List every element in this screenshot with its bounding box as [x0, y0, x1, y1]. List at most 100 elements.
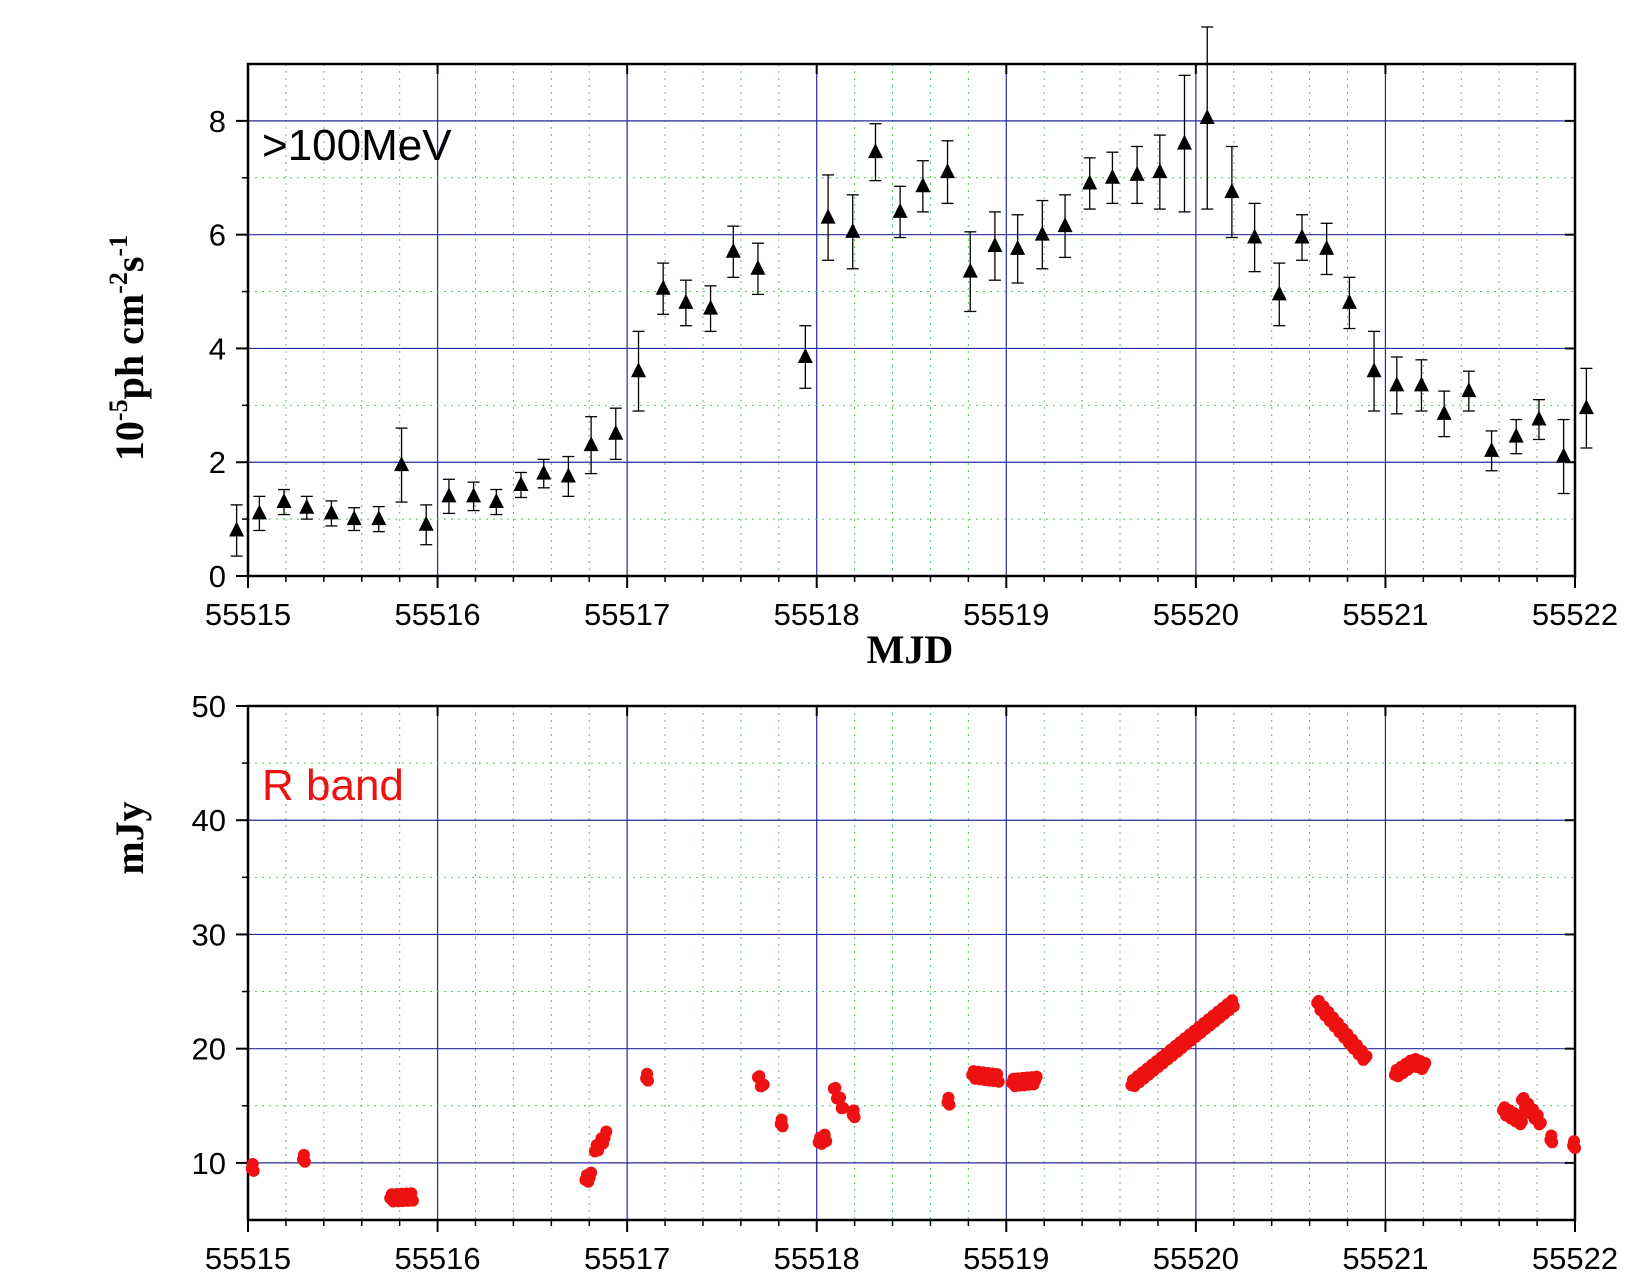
- data-point: [820, 208, 836, 224]
- data-point: [1010, 239, 1026, 255]
- x-tick-label: 55521: [1342, 1241, 1428, 1275]
- x-tick-label: 55518: [774, 1241, 860, 1275]
- optical-y-axis-title: mJy: [107, 801, 152, 874]
- data-point: [820, 1135, 833, 1148]
- data-point: [1556, 447, 1572, 463]
- optical-ticks: 55515 55516 55517 55518 55519 55520 55521 55522…: [192, 689, 1619, 1275]
- data-point: [797, 347, 813, 363]
- optical-grid: [248, 706, 1575, 1220]
- data-point: [892, 202, 908, 218]
- data-point: [848, 1111, 861, 1124]
- data-point: [1271, 285, 1287, 301]
- optical-plot-frame: [246, 704, 1577, 1222]
- data-point: [1366, 362, 1382, 378]
- data-point: [1224, 183, 1240, 198]
- y-tick-label: 30: [192, 917, 226, 952]
- data-point: [1461, 382, 1477, 398]
- data-point: [346, 510, 362, 526]
- x-tick-label: 55518: [774, 597, 860, 632]
- data-point: [406, 1194, 419, 1207]
- data-point: [725, 242, 741, 258]
- data-point: [299, 498, 315, 514]
- data-point: [1578, 399, 1594, 415]
- y-axis-title-exponent: -5: [104, 399, 133, 421]
- y-axis-title-exponent: -1: [104, 235, 133, 257]
- x-tick-label: 55515: [205, 1241, 291, 1275]
- optical-data: [245, 994, 1581, 1208]
- y-tick-label: 2: [209, 445, 226, 480]
- data-point: [536, 464, 552, 480]
- data-point: [560, 467, 576, 483]
- data-point: [298, 1155, 311, 1168]
- data-point: [750, 259, 766, 275]
- data-point: [371, 510, 387, 526]
- y-tick-label: 10: [192, 1146, 226, 1181]
- data-point: [1360, 1050, 1373, 1063]
- y-tick-label: 6: [209, 218, 226, 253]
- data-point: [655, 279, 671, 295]
- data-point: [992, 1075, 1005, 1088]
- data-point: [513, 475, 529, 491]
- x-tick-label: 55516: [394, 597, 480, 632]
- data-point: [441, 487, 457, 503]
- y-axis-title-base: 10: [107, 421, 152, 461]
- data-point: [488, 493, 504, 509]
- data-point: [1152, 163, 1168, 179]
- data-point: [631, 362, 647, 378]
- data-point: [829, 1081, 842, 1094]
- data-point: [1436, 404, 1452, 420]
- data-point: [1247, 228, 1263, 244]
- data-point: [583, 436, 599, 452]
- x-tick-label: 55520: [1153, 597, 1239, 632]
- data-point: [776, 1120, 789, 1133]
- x-tick-label: 55522: [1532, 597, 1618, 632]
- y-tick-label: 20: [192, 1032, 226, 1067]
- data-point: [394, 456, 410, 472]
- data-point: [703, 299, 719, 315]
- data-point: [1057, 217, 1073, 233]
- data-point: [1294, 228, 1310, 244]
- data-point: [962, 262, 978, 278]
- data-point: [1534, 1116, 1547, 1129]
- data-point: [229, 521, 245, 537]
- data-point: [600, 1125, 613, 1138]
- data-point: [1569, 1142, 1581, 1155]
- optical-panel: 55515 55516 55517 55518 55519 55520 55521 55522…: [107, 689, 1618, 1275]
- data-point: [678, 293, 694, 309]
- data-point: [1413, 376, 1429, 392]
- x-tick-label: 55519: [963, 597, 1049, 632]
- y-axis-title-unit: ph cm: [107, 294, 152, 400]
- data-point: [867, 143, 883, 159]
- y-tick-label: 40: [192, 803, 226, 838]
- data-point: [418, 515, 434, 531]
- data-point: [323, 504, 339, 520]
- data-point: [1176, 134, 1192, 150]
- data-point: [1104, 168, 1120, 184]
- data-point: [1034, 225, 1050, 241]
- x-tick-label: 55522: [1532, 1241, 1618, 1275]
- data-point: [1484, 441, 1500, 457]
- x-tick-label: 55516: [394, 1241, 480, 1275]
- data-point: [1546, 1136, 1559, 1149]
- y-tick-label: 50: [192, 689, 226, 724]
- data-point: [641, 1074, 654, 1087]
- data-point: [757, 1078, 770, 1091]
- y-tick-label: 4: [209, 331, 226, 366]
- data-point: [251, 504, 267, 520]
- data-point: [585, 1166, 598, 1179]
- data-point: [834, 1091, 847, 1104]
- y-tick-label: 0: [209, 559, 226, 594]
- gamma-ray-grid: [248, 64, 1575, 576]
- data-point: [1508, 427, 1524, 443]
- optical-band-label: R band: [262, 761, 404, 810]
- data-point: [276, 493, 292, 509]
- x-tick-label: 55520: [1153, 1241, 1239, 1275]
- data-point: [837, 1102, 850, 1115]
- gamma-ray-x-axis-title: MJD: [867, 627, 954, 672]
- gamma-ray-energy-label: >100MeV: [262, 121, 452, 170]
- gamma-ray-panel: 55515 55516 55517 55518 55519 55520 55521 55522…: [104, 26, 1618, 672]
- data-point: [845, 222, 861, 238]
- data-point: [1389, 376, 1405, 392]
- data-point: [1531, 410, 1547, 426]
